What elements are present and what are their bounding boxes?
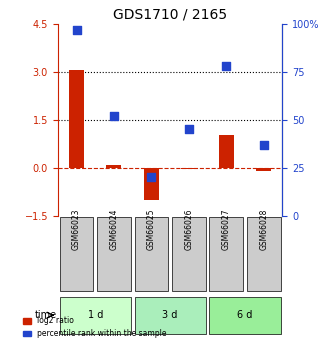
FancyBboxPatch shape <box>209 217 243 290</box>
Bar <box>256 168 271 171</box>
Bar <box>181 168 196 169</box>
Text: GSM66024: GSM66024 <box>109 208 118 250</box>
FancyBboxPatch shape <box>134 217 168 290</box>
FancyBboxPatch shape <box>60 297 131 334</box>
Point <box>111 113 117 119</box>
Text: GSM66023: GSM66023 <box>72 208 81 250</box>
Bar <box>219 135 234 168</box>
Text: GSM66028: GSM66028 <box>259 209 268 250</box>
Text: 1 d: 1 d <box>88 310 103 320</box>
Text: 3 d: 3 d <box>162 310 178 320</box>
Point <box>261 142 266 148</box>
Text: time: time <box>35 310 57 320</box>
FancyBboxPatch shape <box>247 217 281 290</box>
Point <box>186 127 191 132</box>
Bar <box>144 168 159 200</box>
FancyBboxPatch shape <box>60 217 93 290</box>
Point <box>149 175 154 180</box>
Text: GSM66027: GSM66027 <box>222 208 231 250</box>
FancyBboxPatch shape <box>209 297 281 334</box>
Text: GSM66025: GSM66025 <box>147 208 156 250</box>
Bar <box>107 165 121 168</box>
Point <box>224 63 229 69</box>
Text: 6 d: 6 d <box>237 310 253 320</box>
Point <box>74 27 79 33</box>
Legend: log2 ratio, percentile rank within the sample: log2 ratio, percentile rank within the s… <box>20 313 169 341</box>
FancyBboxPatch shape <box>134 297 206 334</box>
Bar <box>69 70 84 168</box>
FancyBboxPatch shape <box>172 217 206 290</box>
Title: GDS1710 / 2165: GDS1710 / 2165 <box>113 8 227 22</box>
FancyBboxPatch shape <box>97 217 131 290</box>
Text: GSM66026: GSM66026 <box>184 208 193 250</box>
